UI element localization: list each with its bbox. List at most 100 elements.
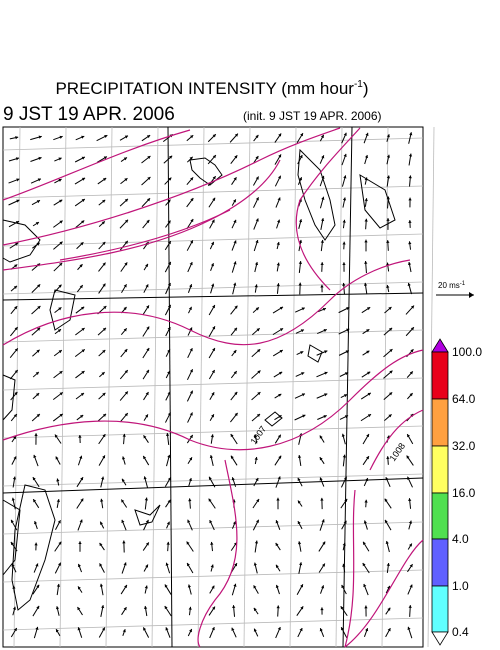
wind-arrowhead — [13, 285, 17, 289]
wind-arrowhead — [37, 178, 41, 182]
wind-arrowhead — [364, 239, 368, 243]
wind-arrowhead — [123, 284, 127, 288]
wind-arrowhead — [297, 477, 301, 482]
wind-arrowhead — [233, 261, 237, 265]
wind-arrowhead — [255, 134, 259, 139]
wind-arrowhead — [233, 371, 237, 375]
wind-arrowhead — [103, 178, 107, 181]
wind-arrowhead — [166, 541, 170, 545]
wind-arrowhead — [322, 541, 326, 545]
wind-arrowhead — [322, 563, 325, 567]
wind-arrowhead — [164, 584, 168, 588]
wind-arrowhead — [297, 521, 301, 525]
wind-arrowhead — [102, 327, 106, 331]
wind-arrowhead — [209, 520, 213, 524]
wind-arrowhead — [190, 198, 194, 202]
wind-arrowhead — [124, 219, 129, 223]
wind-arrowhead — [188, 306, 192, 311]
wind-arrowhead — [12, 606, 17, 610]
wind-arrowhead — [56, 478, 60, 482]
title: PRECIPITATION INTENSITY (mm hour-1) — [55, 79, 368, 98]
wind-arrowhead — [36, 349, 40, 353]
wind-arrowhead — [14, 306, 18, 310]
wind-arrowhead — [386, 563, 390, 566]
wind-arrowhead — [300, 351, 304, 355]
wind-arrowhead — [277, 434, 281, 438]
wind-arrowhead — [209, 455, 213, 459]
wind-arrowhead — [407, 282, 411, 287]
wind-arrowhead — [364, 261, 368, 264]
wind-arrowhead — [124, 349, 128, 353]
wind-arrowhead — [189, 262, 193, 266]
wind-arrowhead — [275, 564, 279, 568]
wind-arrowhead — [342, 197, 347, 201]
wind-arrowhead — [146, 369, 149, 374]
colorbar-segment — [431, 585, 449, 633]
wind-arrowhead — [102, 392, 106, 396]
wind-arrowhead — [389, 370, 393, 374]
wind-arrowhead — [190, 240, 193, 244]
wind-arrowhead — [342, 454, 347, 458]
wind-arrowhead — [12, 585, 16, 589]
wind-arrowhead — [409, 393, 413, 397]
wind-arrowhead — [100, 498, 104, 502]
wind-arrowhead — [81, 371, 85, 375]
wind-arrowhead — [388, 414, 392, 418]
wind-arrowhead — [145, 542, 149, 546]
graticule-line — [243, 126, 251, 648]
wind-arrowhead — [211, 241, 215, 246]
wind-arrowhead — [145, 564, 149, 568]
reference-label: 20 ms-1 — [438, 281, 466, 290]
wind-arrowhead — [79, 519, 83, 523]
wind-arrowhead — [14, 391, 18, 396]
wind-arrowhead — [211, 414, 214, 418]
wind-arrowhead — [255, 519, 259, 523]
wind-arrowhead — [408, 543, 412, 547]
wind-arrowhead — [234, 133, 238, 137]
wind-arrowhead — [320, 239, 324, 243]
wind-arrowhead — [124, 262, 128, 266]
wind-arrowhead — [165, 562, 169, 566]
wind-arrowhead — [343, 520, 347, 524]
wind-arrowhead — [324, 371, 328, 375]
wind-arrowhead — [167, 199, 171, 203]
colorbar-label: 4.0 — [452, 532, 469, 546]
wind-arrowhead — [299, 155, 303, 159]
wind-arrowhead — [279, 306, 284, 310]
wind-arrowhead — [234, 412, 238, 417]
wind-arrowhead — [300, 584, 304, 588]
colorbar — [431, 338, 449, 646]
wind-arrowhead — [232, 199, 236, 203]
wind-arrowhead — [81, 199, 85, 202]
wind-arrowhead — [143, 606, 148, 609]
wind-arrowhead — [123, 157, 127, 161]
wind-arrowhead — [124, 413, 128, 417]
wind-arrowhead — [81, 349, 85, 353]
wind-arrowhead — [210, 541, 214, 545]
wind-arrowhead — [145, 414, 148, 418]
colorbar-label: 0.4 — [452, 625, 469, 639]
colorbar-labels: 100.0 64.0 32.0 16.0 4.0 1.0 0.4 — [452, 345, 482, 639]
wind-arrowhead — [189, 390, 193, 394]
wind-arrowhead — [233, 327, 237, 331]
colorbar-segment — [431, 351, 449, 400]
wind-arrowhead — [211, 392, 215, 396]
wind-arrowhead — [407, 261, 412, 265]
graticule-line — [335, 126, 343, 648]
wind-arrowhead — [121, 499, 125, 503]
wind-arrowhead — [276, 242, 280, 246]
wind-arrowhead — [276, 262, 280, 266]
wind-arrowhead — [145, 284, 149, 288]
wind-arrowhead — [55, 606, 60, 610]
wind-arrowhead — [59, 413, 63, 417]
wind-arrowhead — [36, 584, 40, 589]
wind-arrowhead — [346, 328, 350, 332]
wind-arrowhead — [59, 392, 63, 396]
wind-arrowhead — [210, 564, 214, 568]
wind-arrowhead — [386, 134, 390, 138]
wind-arrowhead — [81, 135, 85, 139]
wind-arrowhead — [15, 221, 20, 225]
wind-arrowhead — [254, 284, 258, 288]
wind-arrowhead — [57, 520, 61, 524]
wind-arrowhead — [408, 241, 412, 245]
